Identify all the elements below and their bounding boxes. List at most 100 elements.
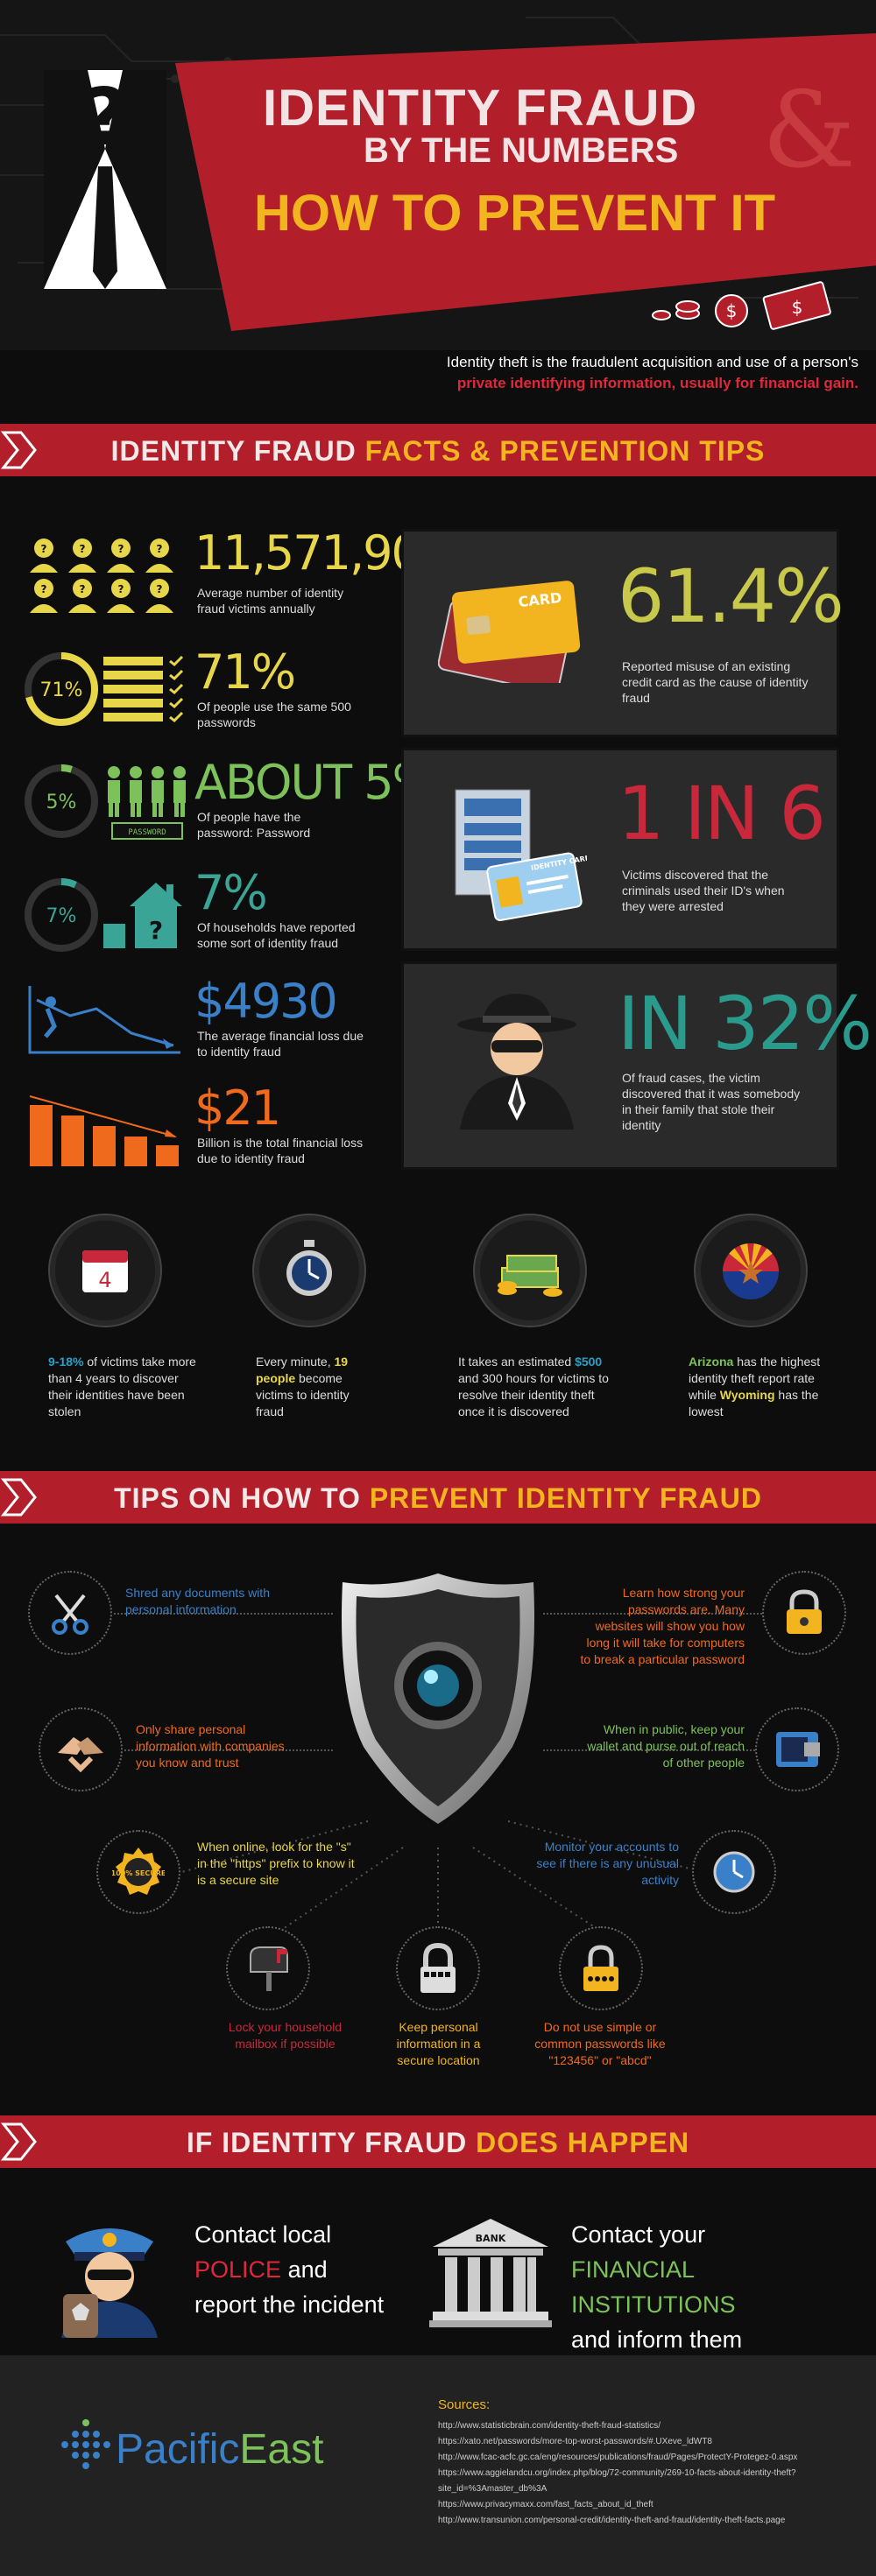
logo-east: East bbox=[239, 2426, 324, 2473]
fact-text-part: 9-18% bbox=[48, 1355, 84, 1369]
tip-share: Only share personal information with com… bbox=[136, 1722, 285, 1770]
stat-7-value: 7% bbox=[194, 865, 268, 920]
fact-text-part: Wyoming bbox=[719, 1388, 775, 1402]
svg-text:?: ? bbox=[118, 543, 124, 555]
ring-5-label: 5% bbox=[46, 792, 77, 813]
panel-family-desc: Of fraud cases, the victim discovered th… bbox=[622, 1071, 801, 1132]
fact-text-part: Every minute, bbox=[256, 1355, 335, 1369]
section2-title-yellow: PREVENT IDENTITY FRAUD bbox=[369, 1482, 762, 1514]
tip-mailbox: Lock your household mailbox if possible bbox=[228, 2020, 343, 2051]
people-grid-icon: ???? ???? bbox=[30, 538, 173, 613]
tip-circle-mailbox bbox=[226, 1926, 310, 2010]
ring-71-chart: 71% bbox=[25, 652, 98, 726]
fact-text-part: become victims to identity fraud bbox=[256, 1371, 350, 1418]
arizona-flag-icon bbox=[723, 1243, 779, 1299]
title-line-2: BY THE NUMBERS bbox=[364, 131, 679, 170]
wallet-icon bbox=[776, 1732, 820, 1767]
chevron-right-icon bbox=[0, 1478, 37, 1517]
source-item[interactable]: http://www.transunion.com/personal-credi… bbox=[438, 2516, 786, 2525]
panel-family-value: IN 32% bbox=[618, 981, 872, 1066]
ring-7-chart: 7% bbox=[25, 878, 98, 952]
footer bbox=[0, 2355, 876, 2576]
bank-pre: Contact your bbox=[571, 2221, 706, 2248]
stat-5-value: ABOUT 5% bbox=[194, 755, 437, 810]
tip-shred: Shred any documents with personal inform… bbox=[125, 1586, 270, 1616]
svg-text:?: ? bbox=[41, 583, 47, 595]
source-item[interactable]: http://www.statisticbrain.com/identity-t… bbox=[438, 2421, 661, 2431]
stat-loss-value: $4930 bbox=[194, 974, 338, 1029]
stat-5-desc: Of people have the password: Password bbox=[197, 810, 311, 840]
pacificeast-logo: PacificEast bbox=[116, 2425, 323, 2474]
secure-badge-icon: 100% SECURE bbox=[112, 1848, 165, 1895]
bank-post: and inform them bbox=[571, 2326, 743, 2353]
tip-monitor: Monitor your accounts to see if there is… bbox=[536, 1840, 679, 1887]
mailbox-icon bbox=[250, 1946, 288, 1991]
source-item[interactable]: https://www.aggielandcu.org/index.php/bl… bbox=[438, 2468, 796, 2494]
secure-badge-label: 100% SECURE bbox=[112, 1869, 165, 1877]
source-item[interactable]: https://www.privacymaxx.com/fast_facts_a… bbox=[438, 2500, 653, 2509]
padlock-icon bbox=[420, 1942, 456, 1993]
clock-icon bbox=[713, 1851, 755, 1893]
stat-71-value: 71% bbox=[194, 644, 296, 700]
ring-7-label: 7% bbox=[46, 905, 77, 927]
tip-learn: Learn how strong your passwords are. Man… bbox=[580, 1586, 745, 1666]
money-icons: $ $ bbox=[652, 281, 831, 330]
svg-text:$: $ bbox=[726, 300, 738, 321]
tip-keep: Keep personal information in a secure lo… bbox=[396, 2020, 481, 2067]
fact-circle-stopwatch bbox=[252, 1214, 366, 1327]
police-highlight: POLICE bbox=[194, 2256, 282, 2283]
panel-arrest-value: 1 IN 6 bbox=[618, 771, 826, 856]
stat-loss-desc: The average financial loss due to identi… bbox=[197, 1029, 364, 1059]
panel-cc-value: 61.4% bbox=[618, 553, 844, 639]
stat-7-desc: Of households have reported some sort of… bbox=[197, 920, 356, 950]
intro-text: Identity theft is the fraudulent acquisi… bbox=[359, 352, 858, 394]
declining-bars-icon bbox=[29, 1095, 179, 1166]
password-lock-icon bbox=[583, 1945, 618, 1991]
fact-text-part: It takes an estimated bbox=[458, 1355, 576, 1369]
calendar-day: 4 bbox=[98, 1268, 111, 1292]
svg-text:?: ? bbox=[149, 916, 163, 945]
stopwatch-icon bbox=[286, 1240, 332, 1296]
fact-text-part: has the highest identity theft report ra… bbox=[689, 1355, 821, 1402]
house-icon: ? bbox=[103, 883, 182, 948]
fact-text-part: $500 bbox=[575, 1355, 603, 1369]
server-id-icon: IDENTITY CARD bbox=[455, 789, 587, 921]
ring-5-chart: 5% bbox=[25, 764, 98, 838]
section3-title-yellow: DOES HAPPEN bbox=[476, 2127, 690, 2158]
money-stack-icon bbox=[498, 1255, 562, 1297]
bank-icon: BANK bbox=[429, 2219, 552, 2327]
section-banner-happen: IF IDENTITY FRAUD DOES HAPPEN bbox=[0, 2115, 876, 2168]
chevron-right-icon bbox=[0, 2122, 37, 2161]
ring-71-label: 71% bbox=[40, 679, 83, 701]
svg-text:?: ? bbox=[41, 543, 47, 555]
source-item[interactable]: http://www.fcac-acfc.gc.ca/eng/resources… bbox=[438, 2453, 798, 2462]
fact-circle-calendar bbox=[48, 1214, 162, 1327]
spy-icon bbox=[457, 994, 576, 1130]
bank-label: BANK bbox=[476, 2233, 506, 2244]
police-post: and report the incident bbox=[194, 2256, 385, 2318]
tip-circle-https bbox=[96, 1830, 180, 1914]
section3-title-white: IF IDENTITY FRAUD bbox=[186, 2127, 468, 2158]
source-item[interactable]: https://xato.net/passwords/more-top-wors… bbox=[438, 2437, 712, 2446]
fact-text-part: 19 people bbox=[256, 1355, 349, 1385]
stat-total-desc: Billion is the total financial loss due … bbox=[197, 1136, 364, 1165]
svg-text:?: ? bbox=[80, 543, 86, 555]
section-banner-facts: IDENTITY FRAUD FACTS & PREVENTION TIPS bbox=[0, 424, 876, 476]
police-pre: Contact local bbox=[194, 2221, 332, 2248]
bank-text: Contact your FINANCIAL INSTITUTIONS and … bbox=[571, 2217, 851, 2357]
credit-card-icon: CARD bbox=[438, 581, 581, 683]
stat-71-desc: Of people use the same 500 passwords bbox=[197, 700, 351, 729]
password-box-label: PASSWORD bbox=[128, 828, 166, 837]
fact-text-part: Arizona bbox=[689, 1355, 734, 1369]
intro-highlight: private identifying information, usually… bbox=[456, 375, 858, 391]
tip-wallet: When in public, keep your wallet and pur… bbox=[587, 1722, 745, 1770]
fact-text-minute: Every minute, 19 people become victims t… bbox=[256, 1354, 370, 1420]
svg-text:?: ? bbox=[118, 583, 124, 595]
svg-text:?: ? bbox=[157, 583, 163, 595]
fact-text-states: Arizona has the highest identity theft r… bbox=[689, 1354, 842, 1420]
svg-text:?: ? bbox=[80, 583, 86, 595]
fact-text-part: and 300 hours for victims to resolve the… bbox=[458, 1371, 609, 1418]
title-line-3: HOW TO PREVENT IT bbox=[254, 185, 776, 242]
fact-circle-arizona bbox=[694, 1214, 808, 1327]
password-list-icon bbox=[103, 655, 184, 723]
